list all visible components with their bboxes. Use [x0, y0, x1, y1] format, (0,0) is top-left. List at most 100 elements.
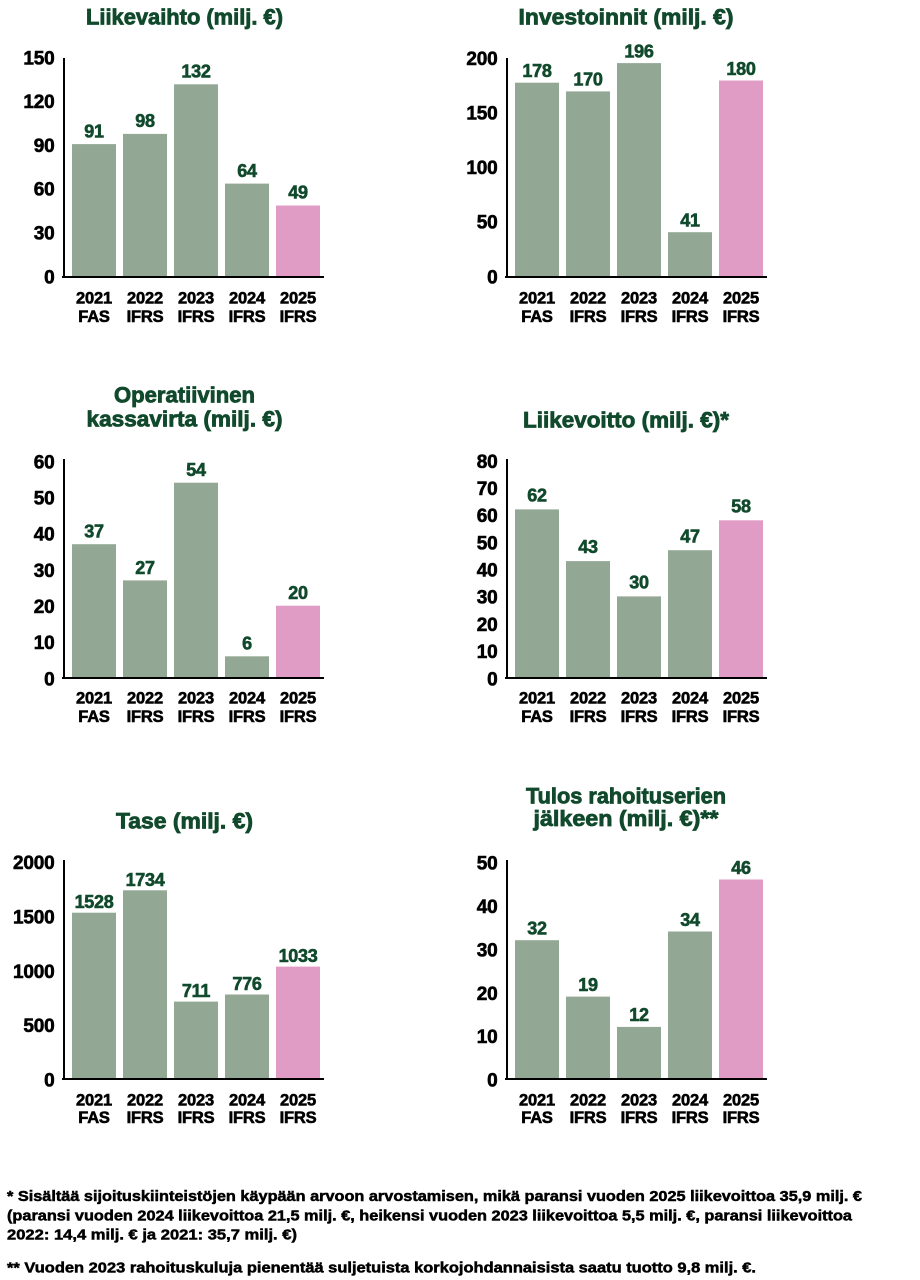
svg-text:2024: 2024 — [672, 290, 709, 308]
svg-text:IFRS: IFRS — [621, 708, 658, 726]
svg-text:19: 19 — [578, 975, 598, 995]
svg-text:Tulos rahoituserien: Tulos rahoituserien — [526, 783, 726, 808]
svg-text:30: 30 — [34, 224, 55, 245]
svg-text:60: 60 — [34, 180, 55, 201]
svg-text:100: 100 — [466, 158, 497, 179]
svg-text:* Sisältää sijoituskiinteistöj: * Sisältää sijoituskiinteistöjen käypään… — [7, 1189, 862, 1205]
svg-text:196: 196 — [624, 41, 653, 61]
svg-text:IFRS: IFRS — [127, 708, 164, 726]
svg-text:IFRS: IFRS — [621, 308, 658, 326]
svg-text:Liikevaihto (milj. €): Liikevaihto (milj. €) — [86, 5, 283, 30]
svg-text:150: 150 — [23, 48, 54, 69]
svg-text:1000: 1000 — [13, 962, 54, 983]
svg-text:2025: 2025 — [280, 689, 316, 707]
svg-text:2024: 2024 — [229, 689, 266, 707]
svg-text:49: 49 — [288, 183, 308, 203]
svg-text:IFRS: IFRS — [178, 1109, 215, 1127]
svg-text:jälkeen (milj. €)**: jälkeen (milj. €)** — [532, 806, 719, 831]
svg-text:132: 132 — [181, 61, 210, 81]
svg-text:2025: 2025 — [723, 689, 759, 707]
svg-text:60: 60 — [34, 452, 55, 473]
svg-text:2023: 2023 — [178, 290, 214, 308]
svg-text:0: 0 — [44, 267, 54, 288]
svg-text:2021: 2021 — [76, 290, 112, 308]
svg-text:170: 170 — [573, 70, 602, 90]
svg-text:2023: 2023 — [178, 1092, 214, 1110]
svg-text:2025: 2025 — [280, 290, 316, 308]
svg-text:IFRS: IFRS — [280, 1109, 317, 1127]
svg-text:2022: 2022 — [127, 1092, 163, 1110]
svg-text:FAS: FAS — [521, 1109, 553, 1127]
svg-text:90: 90 — [34, 136, 55, 157]
svg-text:64: 64 — [237, 161, 257, 181]
svg-text:IFRS: IFRS — [723, 1109, 760, 1127]
svg-text:30: 30 — [477, 940, 498, 961]
svg-text:40: 40 — [34, 525, 55, 546]
svg-text:IFRS: IFRS — [229, 1109, 266, 1127]
svg-text:2024: 2024 — [672, 689, 709, 707]
svg-text:43: 43 — [578, 537, 598, 557]
svg-text:50: 50 — [477, 854, 498, 875]
svg-text:IFRS: IFRS — [570, 1109, 607, 1127]
svg-text:2021: 2021 — [76, 1092, 112, 1110]
svg-text:178: 178 — [522, 61, 551, 81]
svg-text:1734: 1734 — [126, 870, 165, 890]
svg-text:12: 12 — [629, 1005, 649, 1025]
svg-text:98: 98 — [135, 111, 155, 131]
svg-text:Tase (milj. €): Tase (milj. €) — [116, 809, 253, 834]
svg-text:58: 58 — [731, 496, 751, 516]
svg-text:2023: 2023 — [621, 290, 657, 308]
svg-text:80: 80 — [477, 452, 498, 473]
svg-text:2022: 14,4 milj. € ja 2021: 35: 2022: 14,4 milj. € ja 2021: 35,7 milj. €… — [7, 1228, 297, 1244]
svg-text:47: 47 — [680, 526, 700, 546]
svg-text:6: 6 — [242, 634, 252, 654]
svg-text:IFRS: IFRS — [672, 1109, 709, 1127]
svg-text:20: 20 — [477, 984, 498, 1005]
svg-text:32: 32 — [527, 918, 547, 938]
svg-text:62: 62 — [527, 486, 547, 506]
svg-text:IFRS: IFRS — [229, 708, 266, 726]
svg-text:20: 20 — [288, 583, 308, 603]
svg-text:2000: 2000 — [13, 853, 54, 874]
svg-text:0: 0 — [487, 669, 497, 690]
svg-text:54: 54 — [186, 460, 206, 480]
svg-text:IFRS: IFRS — [178, 308, 215, 326]
svg-text:1500: 1500 — [13, 907, 54, 928]
svg-text:IFRS: IFRS — [621, 1109, 658, 1127]
svg-text:10: 10 — [34, 633, 55, 654]
svg-text:2022: 2022 — [570, 1092, 606, 1110]
svg-text:70: 70 — [477, 479, 498, 500]
svg-text:FAS: FAS — [521, 708, 553, 726]
svg-text:IFRS: IFRS — [178, 708, 215, 726]
svg-text:2024: 2024 — [229, 1092, 266, 1110]
svg-text:776: 776 — [232, 974, 261, 994]
svg-text:0: 0 — [44, 1071, 54, 1092]
svg-text:50: 50 — [477, 213, 498, 234]
svg-text:2025: 2025 — [723, 290, 759, 308]
svg-text:2022: 2022 — [127, 290, 163, 308]
svg-text:2025: 2025 — [723, 1092, 759, 1110]
svg-text:50: 50 — [34, 488, 55, 509]
svg-text:0: 0 — [487, 1071, 497, 1092]
svg-text:IFRS: IFRS — [672, 308, 709, 326]
svg-text:40: 40 — [477, 561, 498, 582]
svg-text:30: 30 — [477, 588, 498, 609]
svg-text:IFRS: IFRS — [127, 308, 164, 326]
svg-text:40: 40 — [477, 897, 498, 918]
svg-text:FAS: FAS — [78, 308, 110, 326]
svg-text:2022: 2022 — [570, 689, 606, 707]
svg-text:60: 60 — [477, 506, 498, 527]
svg-text:46: 46 — [731, 858, 751, 878]
svg-text:0: 0 — [487, 267, 497, 288]
svg-text:IFRS: IFRS — [570, 308, 607, 326]
svg-text:2022: 2022 — [127, 689, 163, 707]
svg-text:** Vuoden 2023 rahoituskuluja: ** Vuoden 2023 rahoituskuluja pienentää … — [7, 1261, 756, 1277]
svg-text:FAS: FAS — [78, 708, 110, 726]
svg-text:200: 200 — [466, 49, 497, 70]
svg-text:kassavirta (milj. €): kassavirta (milj. €) — [87, 407, 283, 432]
svg-text:IFRS: IFRS — [229, 308, 266, 326]
svg-text:FAS: FAS — [521, 308, 553, 326]
svg-text:2021: 2021 — [76, 689, 112, 707]
svg-text:FAS: FAS — [78, 1109, 110, 1127]
svg-text:Investoinnit (milj. €): Investoinnit (milj. €) — [519, 5, 734, 30]
